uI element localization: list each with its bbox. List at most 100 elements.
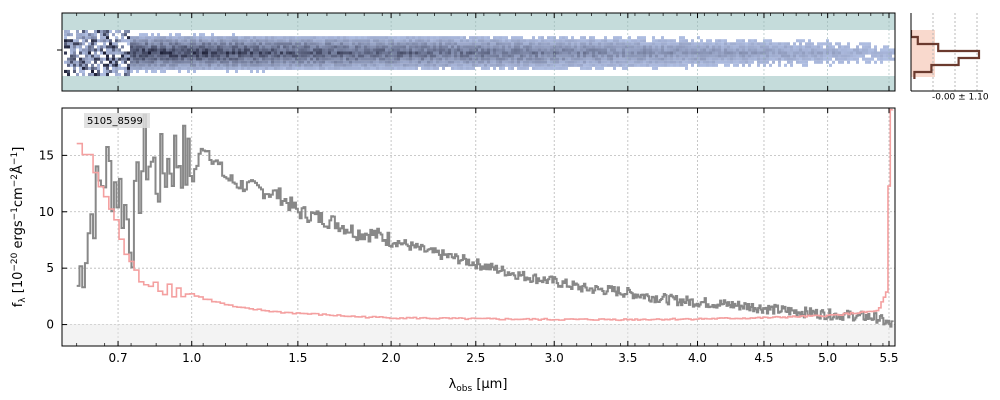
spec2d-pixel [460,63,463,67]
spec2d-pixel [583,42,586,46]
spec2d-pixel [148,39,151,43]
spec2d-pixel [157,51,160,55]
spec2d-pixel [835,54,838,58]
spec2d-pixel [259,54,262,58]
spec2d-pixel [583,51,586,55]
spec2d-pixel [361,48,364,52]
spec2d-pixel [703,60,706,64]
spec2d-pixel [484,63,487,67]
spec2d-pixel [688,51,691,55]
spec2d-pixel [754,48,757,52]
spec2d-pixel [841,51,844,55]
spec2d-pixel [442,42,445,46]
spec2d-pixel [271,45,274,49]
spec2d-pixel [352,42,355,46]
spec2d-pixel [457,48,460,52]
spec2d-pixel [658,42,661,46]
spec2d-pixel [400,57,403,61]
spec2d-pixel [763,48,766,52]
spec2d-pixel [220,45,223,49]
spec2d-pixel [496,57,499,61]
spec2d-pixel [238,51,241,55]
x-tick-label: 4.5 [754,351,773,365]
spec2d-pixel [682,36,685,40]
spec2d-pixel [115,30,118,34]
spec2d-pixel [583,39,586,43]
spec2d-pixel [235,39,238,43]
spec2d-pixel [127,36,130,40]
spec2d-pixel [457,63,460,67]
y-tick-label: 5 [46,261,54,275]
spec2d-pixel [346,66,349,70]
spec2d-pixel [127,57,130,61]
spec2d-pixel [433,51,436,55]
spec2d-pixel [574,42,577,46]
spec2d-pixel [673,63,676,67]
spec2d-pixel [529,51,532,55]
spec2d-pixel [559,54,562,58]
spec2d-pixel [79,60,82,64]
spec2d-pixel [220,51,223,55]
spec2d-pixel [187,36,190,40]
spec2d-pixel [151,63,154,67]
spec2d-pixel [472,63,475,67]
spec2d-pixel [649,63,652,67]
spec2d-pixel [478,63,481,67]
spec2d-pixel [364,54,367,58]
profile-annotation: -0.00 ± 1.10 [932,93,989,103]
spec2d-pixel [607,48,610,52]
spec2d-pixel [124,51,127,55]
spec2d-pixel [517,66,520,70]
spec2d-pixel [265,57,268,61]
spec2d-pixel [301,36,304,40]
spec2d-pixel [487,42,490,46]
spec2d-pixel [526,57,529,61]
x-axis-label-sub: obs [456,384,472,394]
spec2d-pixel [310,45,313,49]
spec2d-pixel [217,39,220,43]
spec2d-pixel [199,36,202,40]
spec2d-pixel [526,54,529,58]
spec2d-pixel [610,60,613,64]
spec2d-pixel [130,57,133,61]
spec2d-pixel [298,63,301,67]
spec2d-pixel [250,42,253,46]
spec2d-pixel [877,51,880,55]
spec2d-pixel [208,42,211,46]
spec2d-pixel [520,42,523,46]
spec2d-pixel [133,66,136,70]
spec2d-pixel [418,60,421,64]
spec2d-pixel [169,57,172,61]
spec2d-pixel [106,51,109,55]
spec2d-pixel [223,54,226,58]
spec2d-pixel [142,60,145,64]
spec2d-pixel [388,48,391,52]
spec2d-pixel [748,51,751,55]
spec2d-pixel [784,57,787,61]
spec2d-pixel [448,45,451,49]
spec2d-pixel [439,63,442,67]
spec2d-pixel [382,54,385,58]
spec2d-pixel [292,45,295,49]
spec2d-pixel [736,39,739,43]
spec2d-pixel [433,57,436,61]
spec2d-pixel [391,45,394,49]
spec2d-pixel [331,57,334,61]
spec2d-pixel [676,60,679,64]
spec2d-pixel [319,39,322,43]
spec2d-pixel [652,51,655,55]
spec2d-pixel [400,54,403,58]
spec2d-pixel [799,39,802,43]
spec2d-pixel [283,42,286,46]
spec2d-pixel [439,45,442,49]
spec2d-pixel [397,63,400,67]
spec2d-pixel [145,69,148,74]
spec2d-pixel [559,51,562,55]
spec2d-pixel [349,63,352,67]
spec2d-pixel [364,39,367,43]
spec2d-pixel [616,48,619,52]
spec2d-pixel [544,57,547,61]
spec2d-pixel [280,39,283,43]
spec2d-pixel [88,51,91,55]
spec2d-pixel [412,60,415,64]
